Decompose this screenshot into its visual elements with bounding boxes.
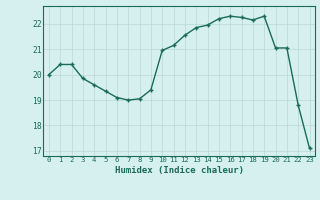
X-axis label: Humidex (Indice chaleur): Humidex (Indice chaleur): [115, 166, 244, 175]
